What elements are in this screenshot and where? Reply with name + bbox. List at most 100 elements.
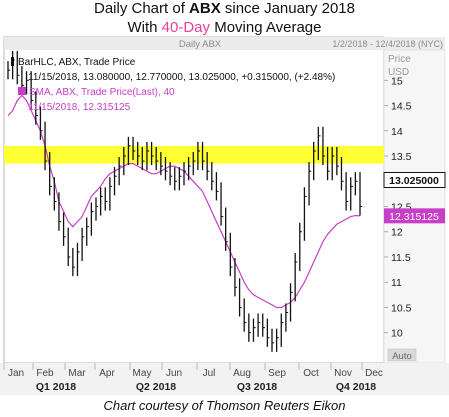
price-bar <box>350 177 353 211</box>
price-bar <box>201 141 205 171</box>
price-bar <box>229 232 233 277</box>
time-axis <box>0 363 449 395</box>
price-bar <box>123 146 126 176</box>
price-bar <box>354 172 358 196</box>
quarter-label: Q2 2018 <box>136 381 176 393</box>
price-bar <box>322 126 326 166</box>
price-bar <box>90 202 94 236</box>
price-bar <box>44 121 48 171</box>
quarter-labels: Q1 2018 Q2 2018 Q3 2018 Q4 2018 <box>36 381 376 393</box>
price-bar <box>294 252 298 302</box>
price-bar <box>252 318 256 342</box>
price-bar <box>81 227 85 262</box>
subtitle-prefix: With <box>127 19 162 36</box>
price-bar <box>215 172 219 201</box>
price-bar <box>150 141 154 166</box>
price-bar <box>113 167 117 196</box>
legend-sma-icon <box>18 87 26 95</box>
price-bar <box>197 141 201 171</box>
legend-line-2: 11/15/2018, 13.080000, 12.770000, 13.025… <box>28 72 335 83</box>
legend-line-1: BarHLC, ABX, Trade Price <box>18 57 136 68</box>
price-bar <box>39 106 43 140</box>
price-bar <box>303 187 307 241</box>
price-bar <box>266 318 270 347</box>
price-axis <box>383 49 446 364</box>
price-bars <box>7 51 363 352</box>
month-label: May <box>133 368 152 379</box>
price-bar <box>187 157 191 181</box>
y-tick-label: 10 <box>391 328 403 340</box>
price-bar <box>280 313 284 347</box>
price-bar <box>53 177 57 211</box>
price-bar <box>169 162 173 186</box>
month-label: Feb <box>36 368 54 379</box>
price-bar <box>16 51 20 85</box>
legend-line-4: 11/15/2018, 12.315125 <box>28 102 131 113</box>
sma-badge <box>384 208 445 224</box>
price-bar <box>206 151 210 181</box>
chart-legend: BarHLC, ABX, Trade Price 11/15/2018, 13.… <box>11 57 335 113</box>
price-bar <box>225 207 228 251</box>
date-range: 1/2/2018 - 12/4/2018 (NYC) <box>332 39 443 49</box>
price-bar <box>211 162 214 191</box>
month-label: Jan <box>8 368 24 379</box>
y-tick-label: 12 <box>391 227 403 239</box>
price-bar <box>234 257 238 297</box>
title-ticker: ABX <box>189 0 221 17</box>
price-bar <box>67 227 71 267</box>
price-bar <box>164 157 168 181</box>
price-bar <box>271 328 275 352</box>
price-bar <box>25 71 29 95</box>
y-tick-label: 11 <box>391 277 402 289</box>
price-bar <box>340 157 344 191</box>
price-bar <box>141 146 145 171</box>
price-bar <box>99 187 103 216</box>
chart-caption: Chart courtesy of Thomson Reuters Eikon <box>103 398 346 413</box>
price-badge-value: 13.025000 <box>389 175 439 187</box>
price-bar <box>127 136 131 166</box>
price-bar <box>243 298 247 332</box>
price-bar <box>137 141 140 166</box>
price-bar <box>86 217 89 246</box>
month-label: Jun <box>166 368 182 379</box>
price-bar <box>317 126 321 161</box>
panel-label: Daily ABX <box>179 39 222 50</box>
legend-bar-icon <box>11 57 14 66</box>
price-bar <box>326 146 330 181</box>
price-bar <box>58 192 62 231</box>
price-bar <box>132 136 136 161</box>
price-bar <box>299 222 302 272</box>
price-bar <box>72 247 76 277</box>
price-bar <box>49 151 52 196</box>
title-suffix: since January 2018 <box>220 0 355 17</box>
quarter-label: Q3 2018 <box>237 381 277 393</box>
price-bar <box>174 167 177 191</box>
price-bar <box>289 283 293 322</box>
price-bar <box>178 167 182 191</box>
price-bar <box>146 141 150 171</box>
y-tick-label: 15 <box>391 75 403 87</box>
price-bar <box>76 242 80 277</box>
price-bar <box>183 162 187 186</box>
price-bar <box>30 71 34 110</box>
price-bar <box>95 197 99 221</box>
month-labels: Jan Feb Mar Apr May Jun Jul Aug Sep Oct Nov Dec <box>3 363 383 379</box>
quarter-label: Q4 2018 <box>336 381 376 393</box>
subtitle-highlight: 40-Day <box>161 19 211 36</box>
price-bar <box>62 212 66 246</box>
price-bar <box>331 146 335 181</box>
chart-header-strip <box>4 37 445 50</box>
subtitle-suffix: Moving Average <box>210 19 322 36</box>
auto-scale-button[interactable] <box>387 348 417 362</box>
price-bar <box>248 313 252 342</box>
month-label: Apr <box>99 368 115 379</box>
price-bar <box>155 146 159 171</box>
month-label: Nov <box>334 368 352 379</box>
y-tick-label: 11.5 <box>391 252 411 264</box>
legend-line-3: SMA, ABX, Trade Price(Last), 40 <box>29 87 175 98</box>
price-bar <box>104 187 108 211</box>
title-prefix: Daily Chart of <box>94 0 190 17</box>
price-bar <box>192 151 196 176</box>
month-label: Oct <box>303 368 319 379</box>
month-label: Jul <box>203 368 216 379</box>
